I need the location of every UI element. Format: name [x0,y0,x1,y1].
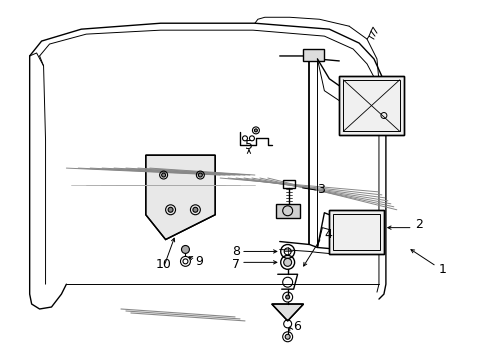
Bar [343,80,399,131]
Circle shape [192,207,198,212]
Bar [275,204,299,218]
Circle shape [283,258,291,266]
Text: 6: 6 [293,320,301,333]
Bar [328,210,383,255]
Text: 3: 3 [317,184,325,197]
Polygon shape [145,155,215,239]
Text: 5: 5 [244,139,252,152]
Circle shape [254,129,257,132]
Text: 8: 8 [232,245,240,258]
Bar [339,76,403,135]
Text: 7: 7 [232,258,240,271]
Polygon shape [271,304,303,321]
Bar [339,76,403,135]
Text: 4: 4 [324,228,331,241]
Circle shape [285,295,289,299]
Bar [282,180,294,188]
Circle shape [285,334,289,339]
Text: 10: 10 [155,258,171,271]
Circle shape [168,207,173,212]
Text: 9: 9 [195,255,203,268]
Text: 1: 1 [438,263,446,276]
Circle shape [181,246,189,253]
Circle shape [162,173,165,177]
Bar [333,214,379,251]
Text: 2: 2 [414,218,422,231]
Bar [328,210,383,255]
Circle shape [198,173,202,177]
Bar [302,49,324,61]
